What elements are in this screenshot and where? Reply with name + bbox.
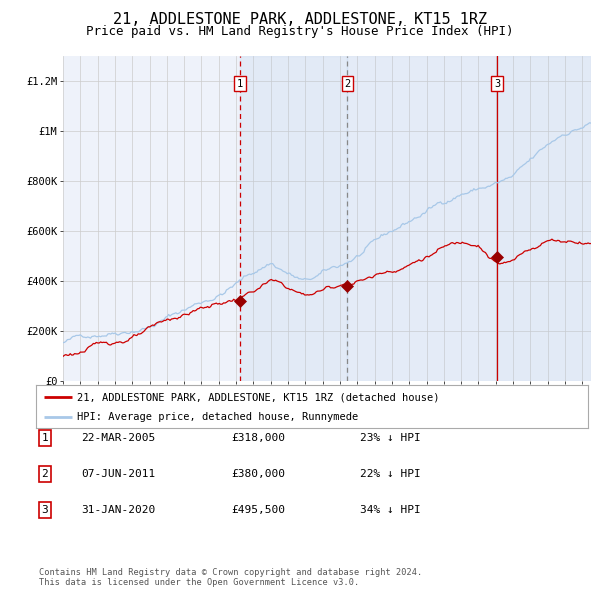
Text: HPI: Average price, detached house, Runnymede: HPI: Average price, detached house, Runn… [77,412,359,422]
Text: 34% ↓ HPI: 34% ↓ HPI [360,505,421,514]
Text: £380,000: £380,000 [231,469,285,478]
Bar [347,56,497,381]
Text: 3: 3 [494,78,500,88]
Text: 23% ↓ HPI: 23% ↓ HPI [360,433,421,442]
Text: Price paid vs. HM Land Registry's House Price Index (HPI): Price paid vs. HM Land Registry's House … [86,25,514,38]
Text: 07-JUN-2011: 07-JUN-2011 [81,469,155,478]
Text: 2: 2 [41,469,49,478]
Text: 3: 3 [41,505,49,514]
Text: 1: 1 [237,78,243,88]
Text: 2: 2 [344,78,350,88]
Bar [240,56,347,381]
Text: 22% ↓ HPI: 22% ↓ HPI [360,469,421,478]
Text: £495,500: £495,500 [231,505,285,514]
Bar [497,56,591,381]
Text: £318,000: £318,000 [231,433,285,442]
Text: 31-JAN-2020: 31-JAN-2020 [81,505,155,514]
Text: Contains HM Land Registry data © Crown copyright and database right 2024.
This d: Contains HM Land Registry data © Crown c… [39,568,422,587]
Text: 21, ADDLESTONE PARK, ADDLESTONE, KT15 1RZ (detached house): 21, ADDLESTONE PARK, ADDLESTONE, KT15 1R… [77,392,440,402]
Text: 22-MAR-2005: 22-MAR-2005 [81,433,155,442]
Text: 1: 1 [41,433,49,442]
Text: 21, ADDLESTONE PARK, ADDLESTONE, KT15 1RZ: 21, ADDLESTONE PARK, ADDLESTONE, KT15 1R… [113,12,487,27]
